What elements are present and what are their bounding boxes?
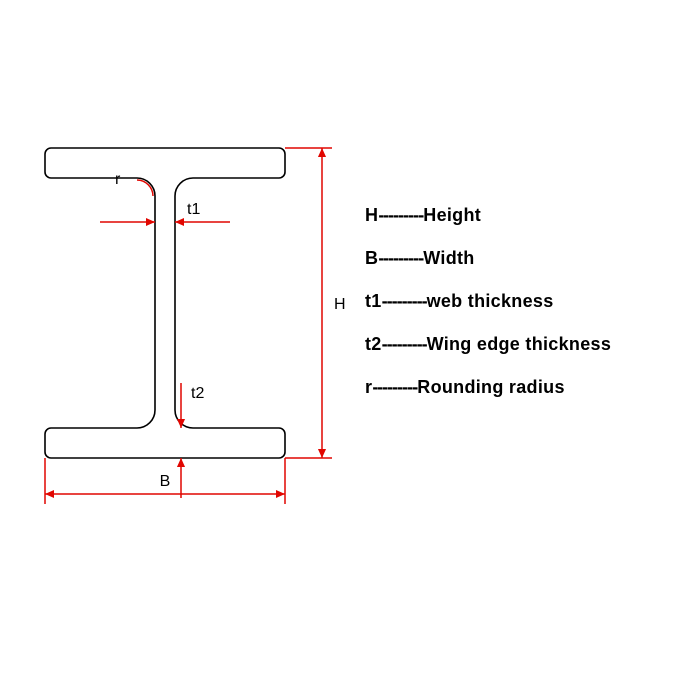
dim-r-label: r [115, 171, 121, 188]
dim-t1-label: t1 [187, 201, 200, 218]
beam-diagram: H Bt1 t2 r [0, 0, 700, 700]
dim-r-arc [137, 180, 153, 196]
canvas: H---------Height B---------Width t1-----… [0, 0, 700, 700]
beam-outline [45, 148, 285, 458]
dim-t2-label: t2 [191, 385, 204, 402]
dim-B-label: B [160, 473, 171, 490]
dim-H-label: H [334, 296, 346, 313]
